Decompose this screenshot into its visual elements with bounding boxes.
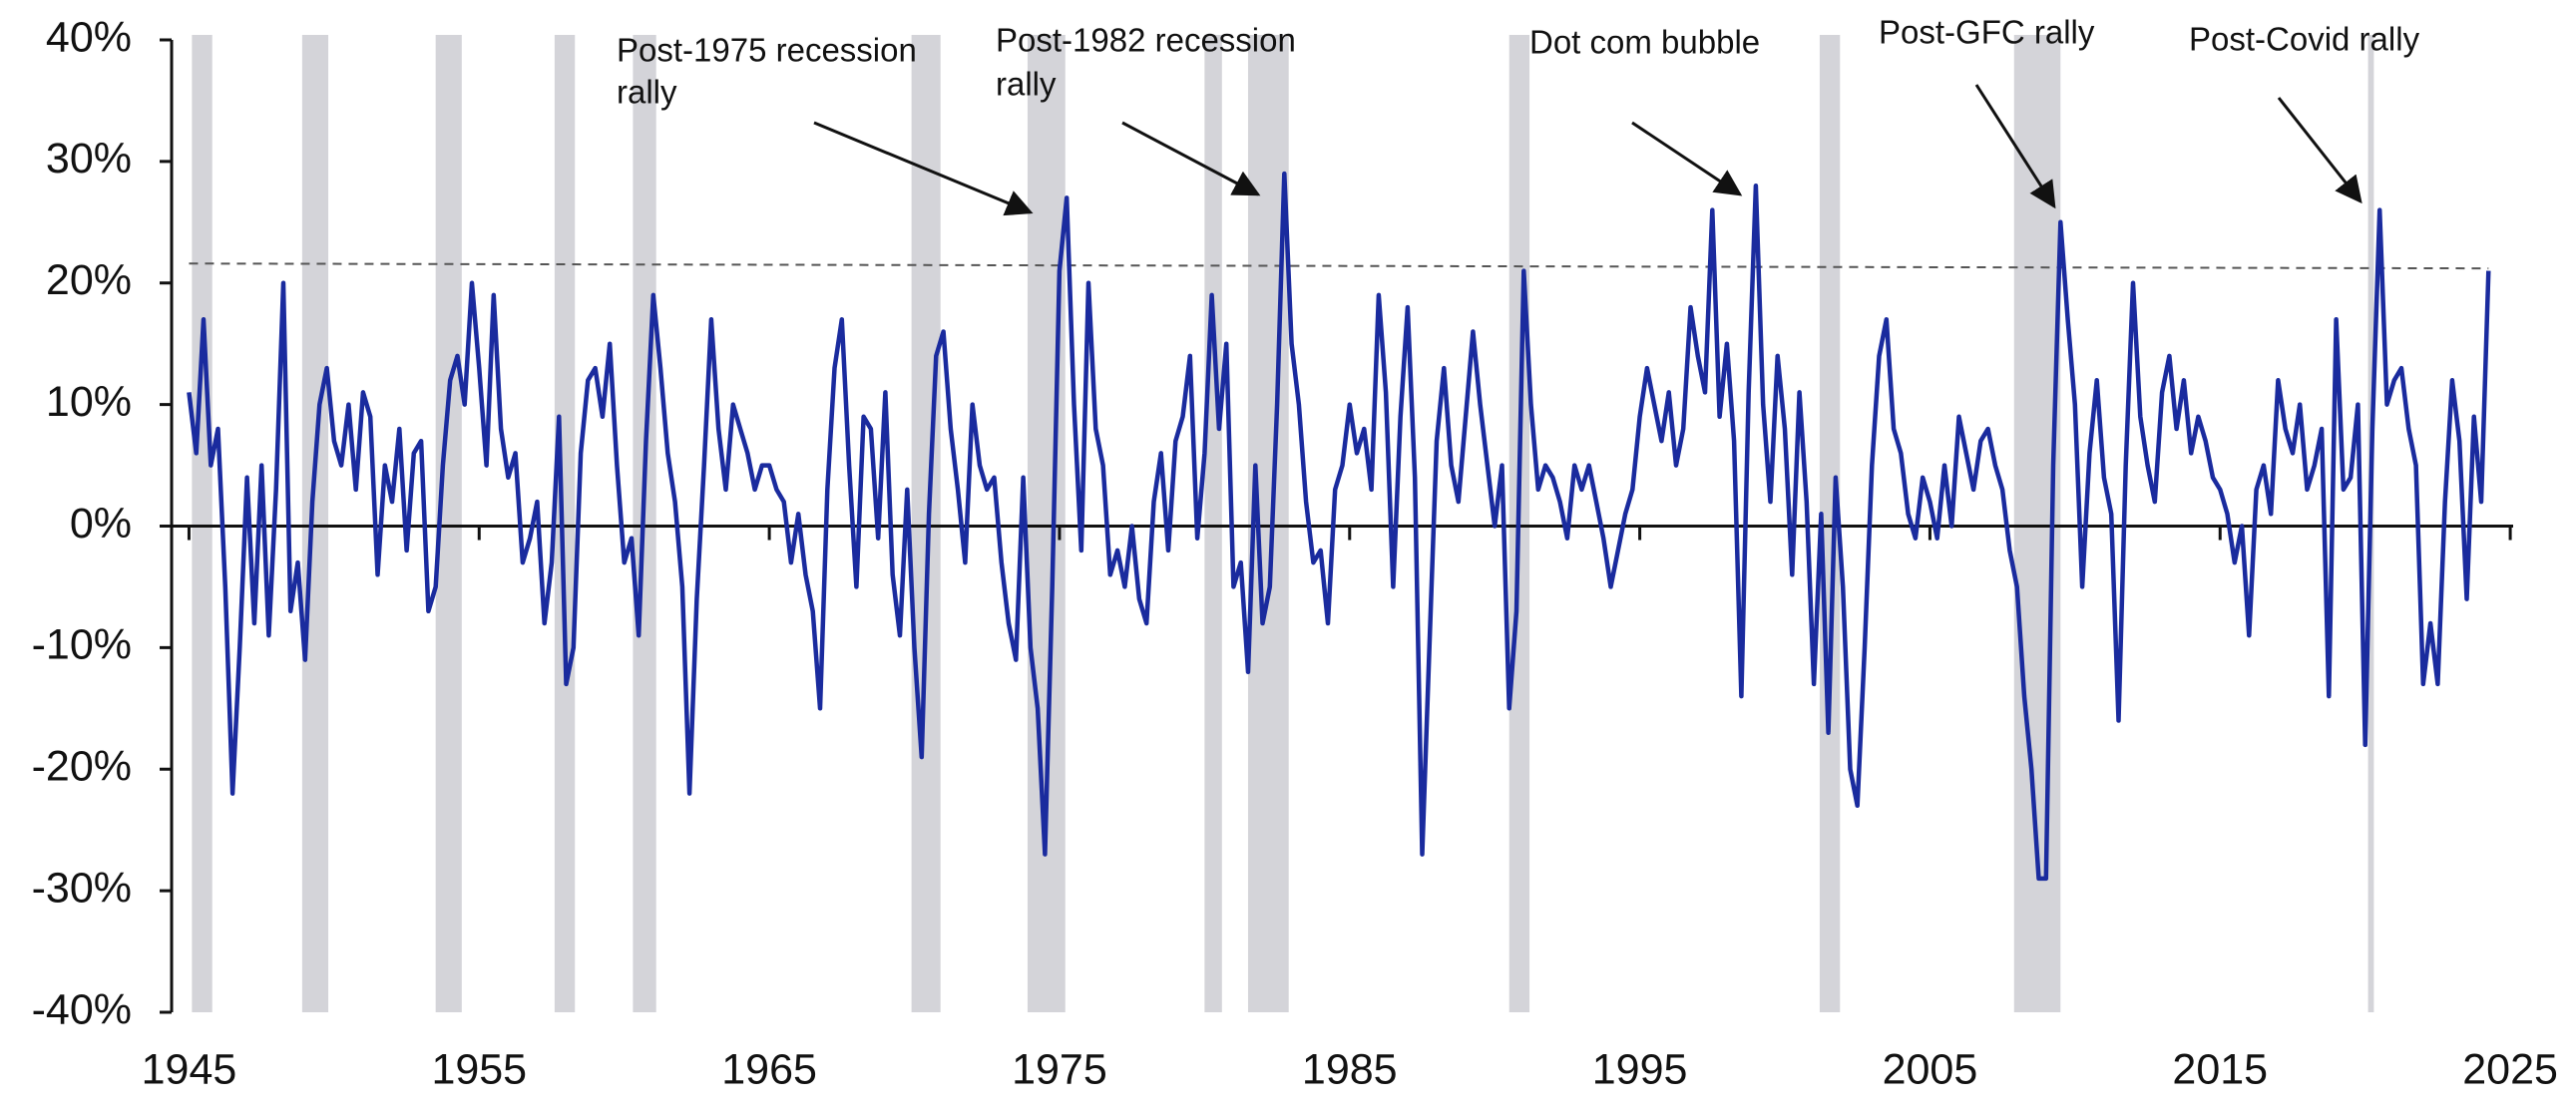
recession-band: [1027, 35, 1066, 1012]
x-tick-label: 2005: [1883, 1045, 1978, 1093]
recession-band: [301, 35, 329, 1012]
y-tick-label: -40%: [32, 985, 132, 1033]
annotation: Post-Covid rally: [2189, 21, 2420, 58]
annotation-arrow: [1631, 121, 1743, 196]
axes: -40% -30% -20% -10% 0% 10% 20% 30% 40% 1945 1955 19…: [32, 13, 2558, 1093]
recession-band: [192, 35, 213, 1012]
x-tick-label: 1995: [1592, 1045, 1688, 1093]
data-line: [187, 171, 2491, 882]
recession-band: [911, 35, 941, 1012]
annotation: rally: [617, 74, 677, 111]
annotation: Post-1982 recession: [996, 22, 1296, 59]
x-tick-label: 2015: [2172, 1045, 2268, 1093]
y-tick-label: 30%: [46, 135, 132, 183]
x-tick-label: 1945: [142, 1045, 237, 1093]
reference-line: [189, 262, 2489, 270]
annotation: rally: [996, 66, 1057, 103]
y-tick-label: 0%: [70, 500, 132, 548]
y-tick-label: 20%: [46, 256, 132, 304]
recession-band: [554, 35, 576, 1012]
y-tick-label: -30%: [32, 864, 132, 912]
x-tick-label: 1975: [1012, 1045, 1107, 1093]
y-tick-label: 40%: [46, 13, 132, 61]
annotation-arrow: [1121, 121, 1261, 196]
annotation-arrow: [2277, 97, 2362, 204]
annotations: Post-1975 recession rally Post-1982 rece…: [617, 14, 2420, 216]
x-tick-label: 1965: [721, 1045, 817, 1093]
y-tick-label: -10%: [32, 621, 132, 669]
annotation-arrow: [1974, 84, 2056, 209]
recession-band: [1819, 35, 1841, 1012]
annotation: Dot com bubble: [1529, 24, 1760, 61]
x-tick-label: 1955: [431, 1045, 527, 1093]
annotation: Post-GFC rally: [1879, 14, 2095, 51]
annotation-arrow: [813, 121, 1034, 216]
x-tick-label: 2025: [2462, 1045, 2558, 1093]
y-tick-label: -20%: [32, 743, 132, 791]
x-tick-label: 1985: [1302, 1045, 1398, 1093]
annotation: Post-1975 recession: [617, 32, 917, 69]
plot: [187, 171, 2491, 882]
recession-band: [1204, 35, 1222, 1012]
y-tick-label: 10%: [46, 378, 132, 426]
